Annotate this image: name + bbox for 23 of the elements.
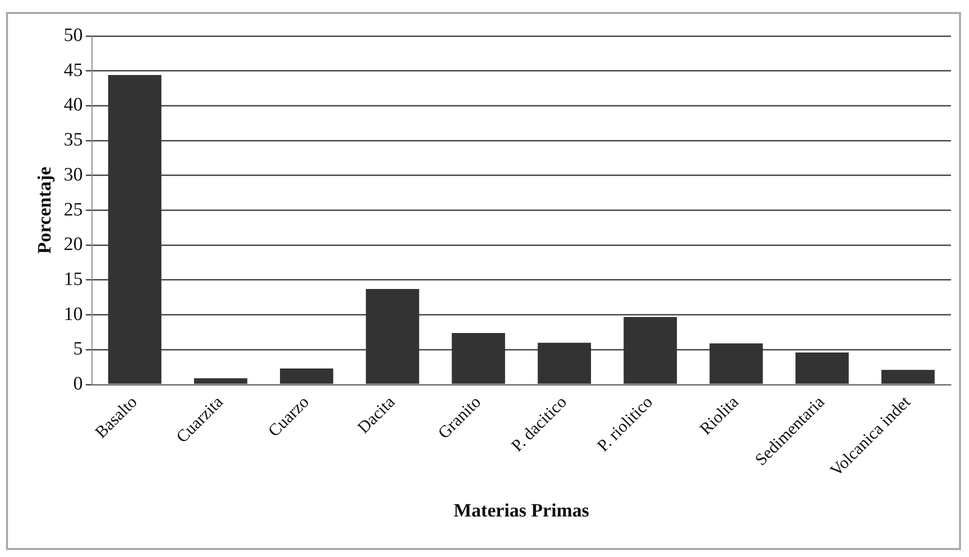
bar [795, 352, 849, 384]
y-tick-label: 30 [64, 164, 83, 186]
bar [366, 289, 420, 384]
y-tick-label: 25 [64, 199, 83, 220]
y-tick-label: 5 [73, 338, 83, 360]
y-tick-label: 10 [64, 304, 83, 325]
y-tick-label: 20 [64, 234, 83, 256]
y-tick-label: 35 [64, 130, 83, 151]
bar [108, 75, 162, 384]
bar [280, 368, 334, 384]
bar [538, 342, 591, 384]
bar [452, 332, 506, 384]
bar [710, 343, 763, 384]
bar [881, 370, 935, 384]
y-tick-label: 45 [64, 60, 83, 81]
y-axis-title: Porcentaje [34, 166, 56, 254]
bar [624, 316, 677, 384]
bar [194, 378, 248, 384]
y-tick-label: 15 [64, 268, 83, 290]
y-tick-label: 40 [64, 94, 83, 116]
y-tick-label: 50 [64, 24, 83, 46]
x-axis-title: Materias Primas [454, 500, 590, 522]
y-tick-label: 0 [73, 374, 83, 395]
